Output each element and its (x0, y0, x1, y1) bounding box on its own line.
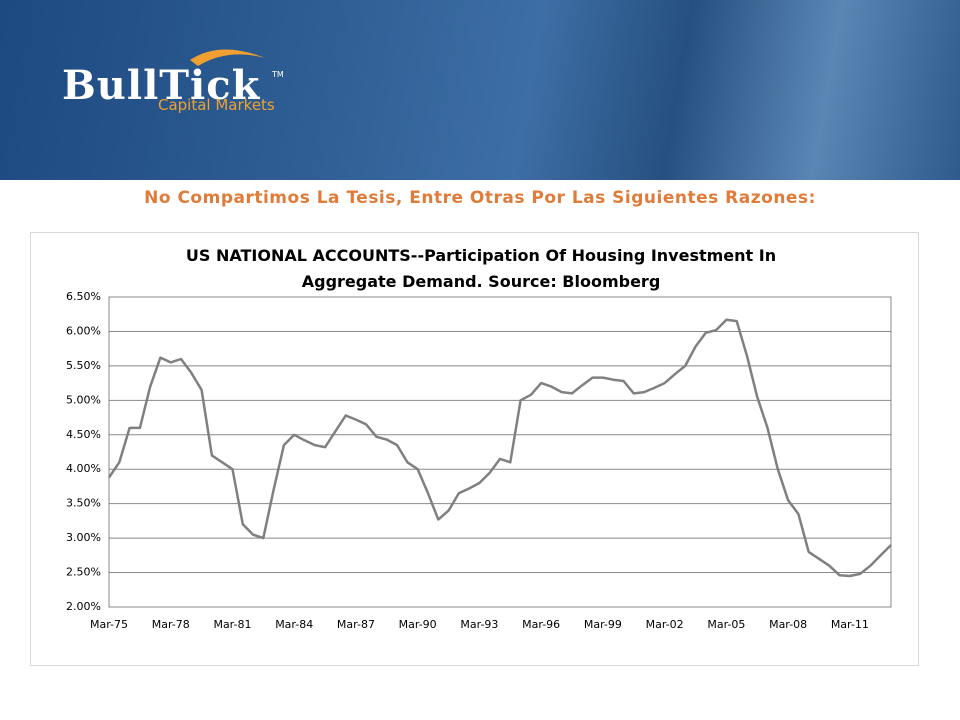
x-tick-label: Mar-05 (707, 618, 745, 631)
logo-name: BullTick (62, 62, 261, 109)
y-tick-label: 2.50% (66, 566, 101, 579)
chart: 2.00% 2.50% 3.00% 3.50% 4.00% 4.50% 5.00% 5.50%… (66, 290, 892, 631)
logo-tm: TM (272, 70, 284, 79)
header-banner: BullTick TM Capital Markets (0, 0, 960, 180)
y-tick-label: 6.50% (66, 290, 101, 303)
x-tick-label: Mar-75 (90, 618, 128, 631)
chart-title: US NATIONAL ACCOUNTS--Participation Of H… (185, 246, 777, 291)
x-tick-label: Mar-84 (275, 618, 313, 631)
y-tick-label: 4.00% (66, 462, 101, 475)
x-tick-label: Mar-96 (522, 618, 560, 631)
logo-subtitle: Capital Markets (158, 96, 275, 114)
x-tick-label: Mar-87 (337, 618, 375, 631)
x-tick-label: Mar-81 (213, 618, 251, 631)
x-tick-label: Mar-11 (831, 618, 869, 631)
chart-frame: US NATIONAL ACCOUNTS--Participation Of H… (30, 232, 919, 666)
x-tick-label: Mar-90 (399, 618, 437, 631)
y-tick-label: 2.00% (66, 600, 101, 613)
y-tick-label: 3.00% (66, 531, 101, 544)
logo-swoosh (190, 49, 265, 66)
y-tick-label: 4.50% (66, 428, 101, 441)
x-tick-label: Mar-78 (152, 618, 190, 631)
x-tick-label: Mar-93 (460, 618, 498, 631)
x-tick-label: Mar-99 (584, 618, 622, 631)
y-tick-label: 3.50% (66, 497, 101, 510)
x-tick-label: Mar-02 (646, 618, 684, 631)
y-tick-label: 6.00% (66, 324, 101, 337)
y-tick-label: 5.50% (66, 359, 101, 372)
data-line (107, 318, 892, 578)
x-tick-label: Mar-08 (769, 618, 807, 631)
slide-heading: No Compartimos La Tesis, Entre Otras Por… (144, 188, 816, 208)
y-tick-label: 5.00% (66, 393, 101, 406)
